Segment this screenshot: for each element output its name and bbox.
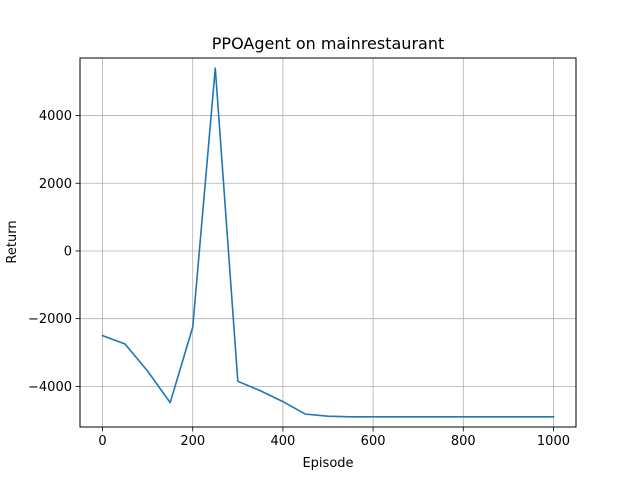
y-tick-label: −4000 <box>28 380 72 395</box>
x-tick-label: 800 <box>451 434 476 449</box>
y-tick-label: 2000 <box>39 177 72 192</box>
x-axis-label: Episode <box>302 456 353 471</box>
x-tick-label: 400 <box>270 434 295 449</box>
y-tick-label: −2000 <box>28 312 72 327</box>
return-series-line <box>101 67 555 418</box>
x-tick-label: 0 <box>98 434 106 449</box>
plot-frame <box>79 57 577 428</box>
axis-ticks: 0 200 400 600 800 1000 −4000 −2000 0 2000 4000 <box>28 109 570 449</box>
y-axis-label: Return <box>5 220 20 263</box>
x-tick-label: 600 <box>361 434 386 449</box>
y-tick-label: 0 <box>64 244 72 259</box>
grid-lines <box>80 58 576 427</box>
chart-title: PPOAgent on mainrestaurant <box>212 34 444 53</box>
series-layer <box>101 67 555 418</box>
x-tick-label: 200 <box>180 434 205 449</box>
x-tick-label: 1000 <box>537 434 570 449</box>
y-tick-label: 4000 <box>39 109 72 124</box>
